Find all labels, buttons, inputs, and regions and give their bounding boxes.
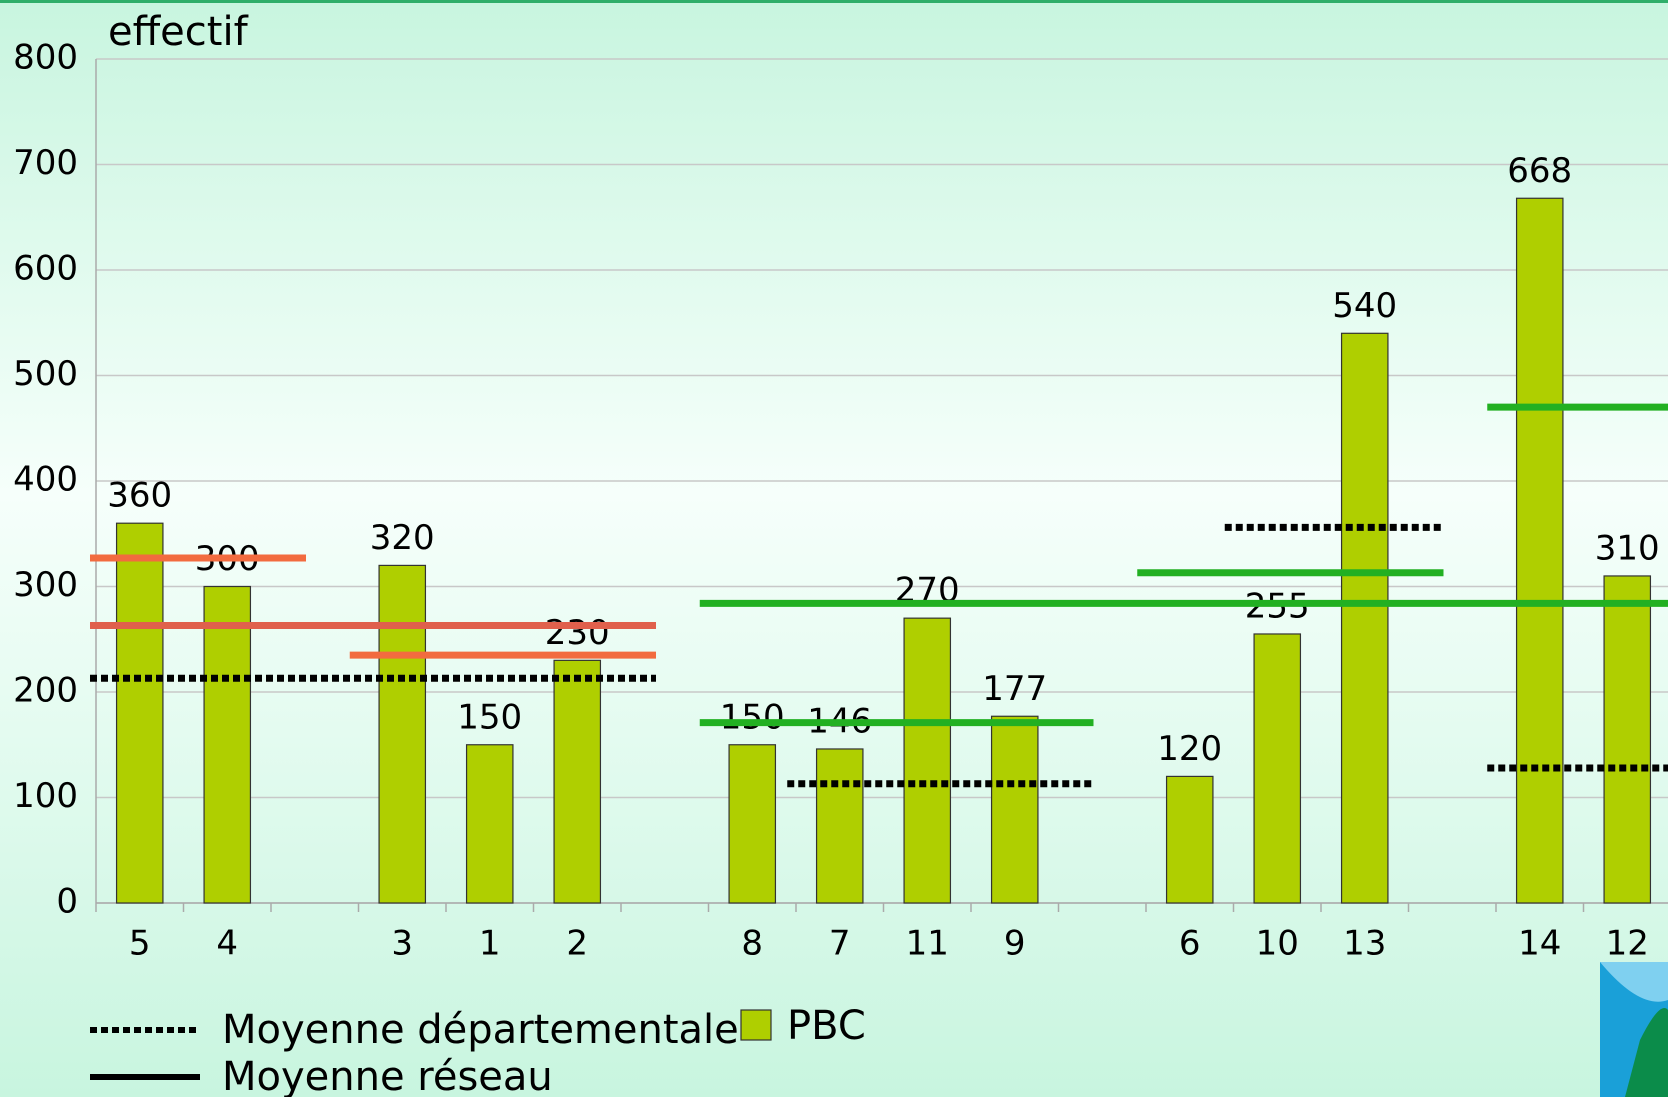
bar	[1603, 575, 1652, 904]
legend-label: Moyenne départementale	[222, 1007, 739, 1053]
y-tick-label: 0	[56, 882, 78, 922]
x-tick-label: 9	[1004, 924, 1026, 964]
x-tick-label: 1	[479, 924, 501, 964]
bar	[815, 748, 864, 904]
x-tick-label: 11	[906, 924, 949, 964]
x-tick-label: 12	[1606, 924, 1649, 964]
bar	[1515, 197, 1564, 904]
value-label: 320	[370, 518, 435, 558]
y-axis-label: effectif	[108, 9, 249, 55]
legend-label: Moyenne réseau	[222, 1054, 553, 1097]
bar	[378, 564, 427, 904]
bar	[203, 585, 252, 904]
bar	[1340, 332, 1389, 904]
x-tick-label: 8	[741, 924, 763, 964]
logo-shape	[1625, 1008, 1668, 1097]
bar	[553, 659, 602, 904]
bar	[990, 715, 1039, 904]
x-tick-label: 13	[1343, 924, 1386, 964]
bar	[465, 744, 514, 904]
x-tick-label: 2	[566, 924, 588, 964]
x-tick-label: 6	[1179, 924, 1201, 964]
value-label: 668	[1507, 151, 1572, 191]
y-tick-label: 700	[13, 143, 78, 183]
value-label: 120	[1157, 729, 1222, 769]
bar	[728, 744, 777, 904]
value-label: 230	[545, 613, 610, 653]
bar	[903, 617, 952, 904]
x-tick-label: 7	[829, 924, 851, 964]
y-tick-label: 300	[13, 565, 78, 605]
legend-label: PBC	[787, 1003, 866, 1049]
x-tick-label: 10	[1256, 924, 1299, 964]
bar	[1253, 633, 1302, 904]
value-label: 310	[1595, 528, 1660, 568]
value-label: 540	[1332, 286, 1397, 326]
legend-swatch	[740, 1009, 772, 1041]
x-tick-label: 14	[1518, 924, 1561, 964]
logo	[1600, 962, 1668, 1097]
value-label: 150	[457, 697, 522, 737]
y-tick-label: 600	[13, 249, 78, 289]
y-tick-label: 400	[13, 460, 78, 500]
y-tick-label: 800	[13, 38, 78, 78]
x-tick-label: 5	[129, 924, 151, 964]
y-tick-label: 100	[13, 776, 78, 816]
y-tick-label: 500	[13, 354, 78, 394]
value-label: 177	[982, 669, 1047, 709]
top-border	[0, 0, 1668, 3]
bar	[1165, 775, 1214, 904]
logo-shape	[1600, 962, 1668, 1002]
x-tick-label: 3	[391, 924, 413, 964]
x-tick-label: 4	[216, 924, 238, 964]
y-tick-label: 200	[13, 671, 78, 711]
bar	[115, 522, 164, 904]
value-label: 150	[720, 697, 785, 737]
value-label: 360	[107, 476, 172, 516]
